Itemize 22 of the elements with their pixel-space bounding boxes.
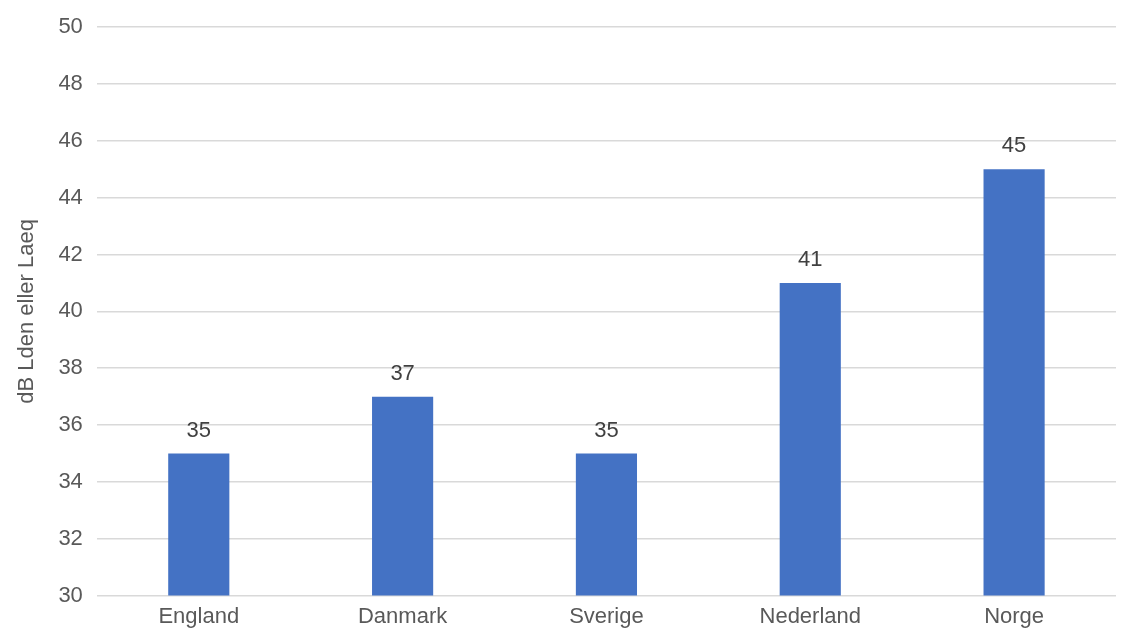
data-label: 45 [1001, 132, 1027, 158]
y-tick-label: 46 [58, 126, 83, 152]
x-tick-label: Norge [984, 602, 1045, 628]
y-tick-label: 44 [58, 183, 83, 209]
x-tick-label: Sverige [569, 602, 644, 628]
y-axis-title: dB Lden eller Laeq [13, 219, 39, 404]
y-tick-label: 30 [58, 581, 83, 607]
x-tick-label: England [158, 602, 240, 628]
y-tick-label: 36 [58, 411, 83, 437]
data-label: 35 [186, 416, 212, 442]
x-tick-label: Nederland [759, 602, 862, 628]
y-tick-label: 50 [58, 13, 83, 39]
y-tick-label: 34 [58, 467, 83, 493]
data-label: 35 [594, 416, 619, 442]
y-tick-label: 38 [58, 354, 83, 380]
y-tick-label: 42 [58, 240, 83, 266]
y-tick-label: 32 [58, 524, 83, 550]
y-tick-label: 40 [58, 297, 83, 323]
data-label: 37 [390, 359, 415, 385]
y-tick-label: 48 [58, 70, 83, 96]
x-tick-label: Danmark [357, 602, 449, 628]
data-label: 41 [798, 246, 823, 272]
